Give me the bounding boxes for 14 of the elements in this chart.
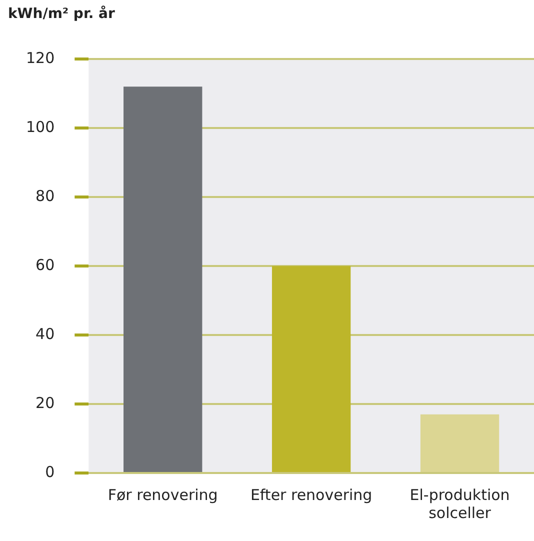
x-tick-label: Efter renovering bbox=[250, 486, 372, 504]
x-tick-label: Før renovering bbox=[108, 486, 218, 504]
y-axis-title: kWh/m² pr. år bbox=[8, 6, 115, 22]
bar bbox=[272, 266, 351, 472]
y-tick-label: 80 bbox=[36, 186, 55, 205]
y-tick-label: 60 bbox=[36, 256, 55, 274]
bar bbox=[124, 86, 202, 472]
y-tick-label: 40 bbox=[36, 324, 55, 343]
bar bbox=[420, 414, 500, 472]
x-tick-label: El-produktion solceller bbox=[410, 486, 510, 522]
y-tick-label: 100 bbox=[26, 118, 55, 136]
y-tick-label: 0 bbox=[45, 462, 55, 481]
y-tick-label: 20 bbox=[36, 394, 55, 412]
y-tick-label: 120 bbox=[26, 48, 55, 67]
